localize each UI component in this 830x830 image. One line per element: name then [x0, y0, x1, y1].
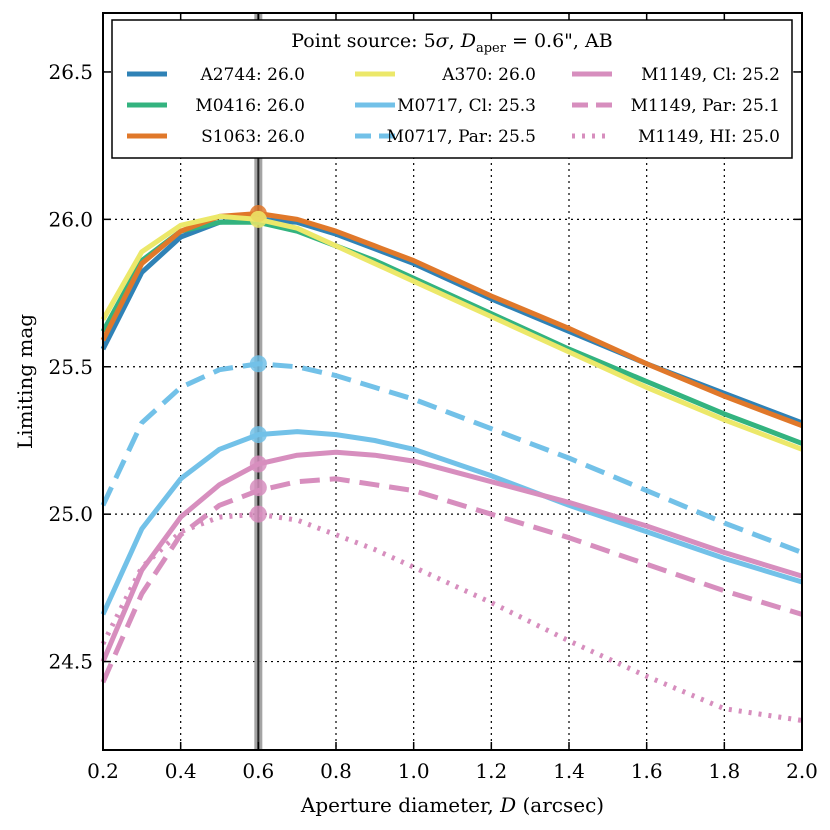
legend-title: Point source: 5σ, Daper = 0.6", AB	[291, 30, 612, 56]
markers	[249, 204, 267, 523]
legend-box	[111, 19, 793, 159]
series-line-7	[100, 476, 803, 684]
y-tick-label: 26.5	[48, 60, 93, 84]
x-tick-label: 0.8	[320, 759, 352, 783]
axes: 0.2 0.4 0.6 0.8 1.0 1.2 1.4 1.6 1.8 2.0 24.5 25.0 25…	[48, 12, 818, 783]
legend: Point source: 5σ, Daper = 0.6", AB A2744:…	[111, 19, 793, 159]
series-line-4	[100, 429, 803, 616]
legend-entry-label: M1149, Cl: 25.2	[641, 65, 780, 85]
y-tick-label: 25.0	[48, 502, 93, 526]
legend-entry-label: A370: 26.0	[441, 65, 536, 85]
x-tick-label: 1.2	[475, 759, 507, 783]
legend-entry-label: M1149, HI: 25.0	[638, 127, 780, 147]
x-tick-label: 0.2	[87, 759, 119, 783]
series-line-0	[100, 216, 803, 426]
series-line-8	[100, 511, 803, 723]
legend-entry-label: M0416: 26.0	[195, 96, 305, 116]
marker-point	[249, 210, 267, 228]
x-tick-label: 1.8	[708, 759, 740, 783]
legend-entry-label: M0717, Cl: 25.3	[397, 96, 536, 116]
x-tick-label: 2.0	[786, 759, 818, 783]
series-lines	[100, 211, 803, 723]
series-line-5	[100, 361, 803, 555]
legend-entry-label: A2744: 26.0	[199, 65, 305, 85]
x-tick-label: 1.6	[631, 759, 663, 783]
legend-entry-label: S1063: 26.0	[201, 127, 305, 147]
marker-point	[249, 355, 267, 373]
y-tick-label: 26.0	[48, 207, 93, 231]
x-axis-label: Aperture diameter, D (arcsec)	[300, 793, 604, 817]
series-line-2	[100, 211, 803, 429]
legend-entry-label: M0717, Par: 25.5	[387, 127, 536, 147]
marker-point	[249, 479, 267, 497]
marker-point	[249, 455, 267, 473]
marker-point	[249, 505, 267, 523]
x-tick-label: 1.4	[553, 759, 585, 783]
x-tick-label: 0.6	[242, 759, 274, 783]
x-tick-label: 1.0	[398, 759, 430, 783]
y-tick-label: 24.5	[48, 650, 93, 674]
x-tick-label: 0.4	[165, 759, 197, 783]
marker-point	[249, 426, 267, 444]
y-axis-label: Limiting mag	[13, 314, 37, 449]
y-tick-label: 25.5	[48, 355, 93, 379]
series-line-3	[100, 213, 803, 452]
legend-entry-label: M1149, Par: 25.1	[631, 96, 780, 116]
series-line-6	[100, 449, 803, 663]
plot-frame	[102, 12, 803, 751]
